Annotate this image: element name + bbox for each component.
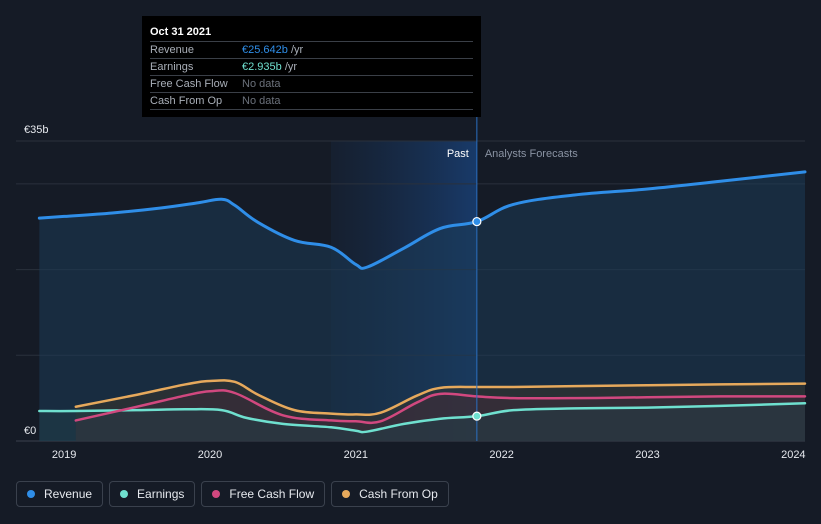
x-tick-label: 2020 <box>198 449 222 461</box>
tooltip-row-earnings: Earnings €2.935b /yr <box>150 59 473 76</box>
legend-item-free-cash-flow[interactable]: Free Cash Flow <box>201 481 326 507</box>
tooltip-date: Oct 31 2021 <box>150 24 473 42</box>
tooltip-row-label: Cash From Op <box>150 95 223 107</box>
tooltip-row-label: Revenue <box>150 44 195 56</box>
cash-from-op-line <box>74 379 807 417</box>
legend-item-cash-from-op[interactable]: Cash From Op <box>331 481 449 507</box>
forecast-label: Analysts Forecasts <box>485 148 578 160</box>
tooltip-row-label: Free Cash Flow <box>150 78 228 90</box>
legend-dot-icon <box>212 490 221 498</box>
tooltip-fcf-value: No data <box>242 78 281 90</box>
tooltip: Oct 31 2021 Revenue €25.642b /yr Earning… <box>142 16 481 117</box>
y-tick-label-min: €0 <box>24 425 36 437</box>
tooltip-row-label: Earnings <box>150 61 194 73</box>
y-axis-ticks: €35b €0 <box>24 124 48 437</box>
series-markers <box>472 216 482 421</box>
legend-label: Revenue <box>44 487 93 501</box>
earnings-line <box>38 402 807 434</box>
legend-label: Earnings <box>137 487 185 501</box>
tooltip-cfo-value: No data <box>242 95 281 107</box>
x-tick-label: 2022 <box>489 449 513 461</box>
x-tick-label: 2024 <box>781 449 805 461</box>
legend-dot-icon <box>120 490 129 498</box>
x-axis-ticks: 2019 2020 2021 2022 2023 2024 <box>52 449 806 461</box>
revenue-area <box>39 171 805 441</box>
legend-item-revenue[interactable]: Revenue <box>16 481 104 507</box>
y-tick-label-max: €35b <box>24 124 48 136</box>
x-tick-label: 2021 <box>344 449 368 461</box>
past-label: Past <box>447 148 469 160</box>
x-tick-label: 2023 <box>635 449 659 461</box>
tooltip-row-cash-from-op: Cash From Op No data <box>150 93 473 110</box>
tooltip-row-free-cash-flow: Free Cash Flow No data <box>150 76 473 93</box>
tooltip-revenue-value: €25.642b <box>242 44 288 56</box>
x-tick-label: 2019 <box>52 449 76 461</box>
earnings-marker[interactable] <box>472 411 482 421</box>
tooltip-row-revenue: Revenue €25.642b /yr <box>150 42 473 59</box>
legend-item-earnings[interactable]: Earnings <box>109 481 196 507</box>
legend-dot-icon <box>27 490 35 498</box>
revenue-line <box>37 170 807 270</box>
free-cash-flow-line <box>74 389 807 425</box>
revenue-marker[interactable] <box>472 216 482 227</box>
legend-label: Free Cash Flow <box>229 487 315 501</box>
legend-label: Cash From Op <box>359 487 438 501</box>
legend-dot-icon <box>342 490 351 498</box>
tooltip-earnings-value: €2.935b <box>242 61 282 73</box>
tooltip-unit: /yr <box>284 61 298 73</box>
series-lines <box>37 170 807 434</box>
legend: Revenue Earnings Free Cash Flow Cash Fro… <box>16 481 449 507</box>
tooltip-unit: /yr <box>290 44 304 56</box>
